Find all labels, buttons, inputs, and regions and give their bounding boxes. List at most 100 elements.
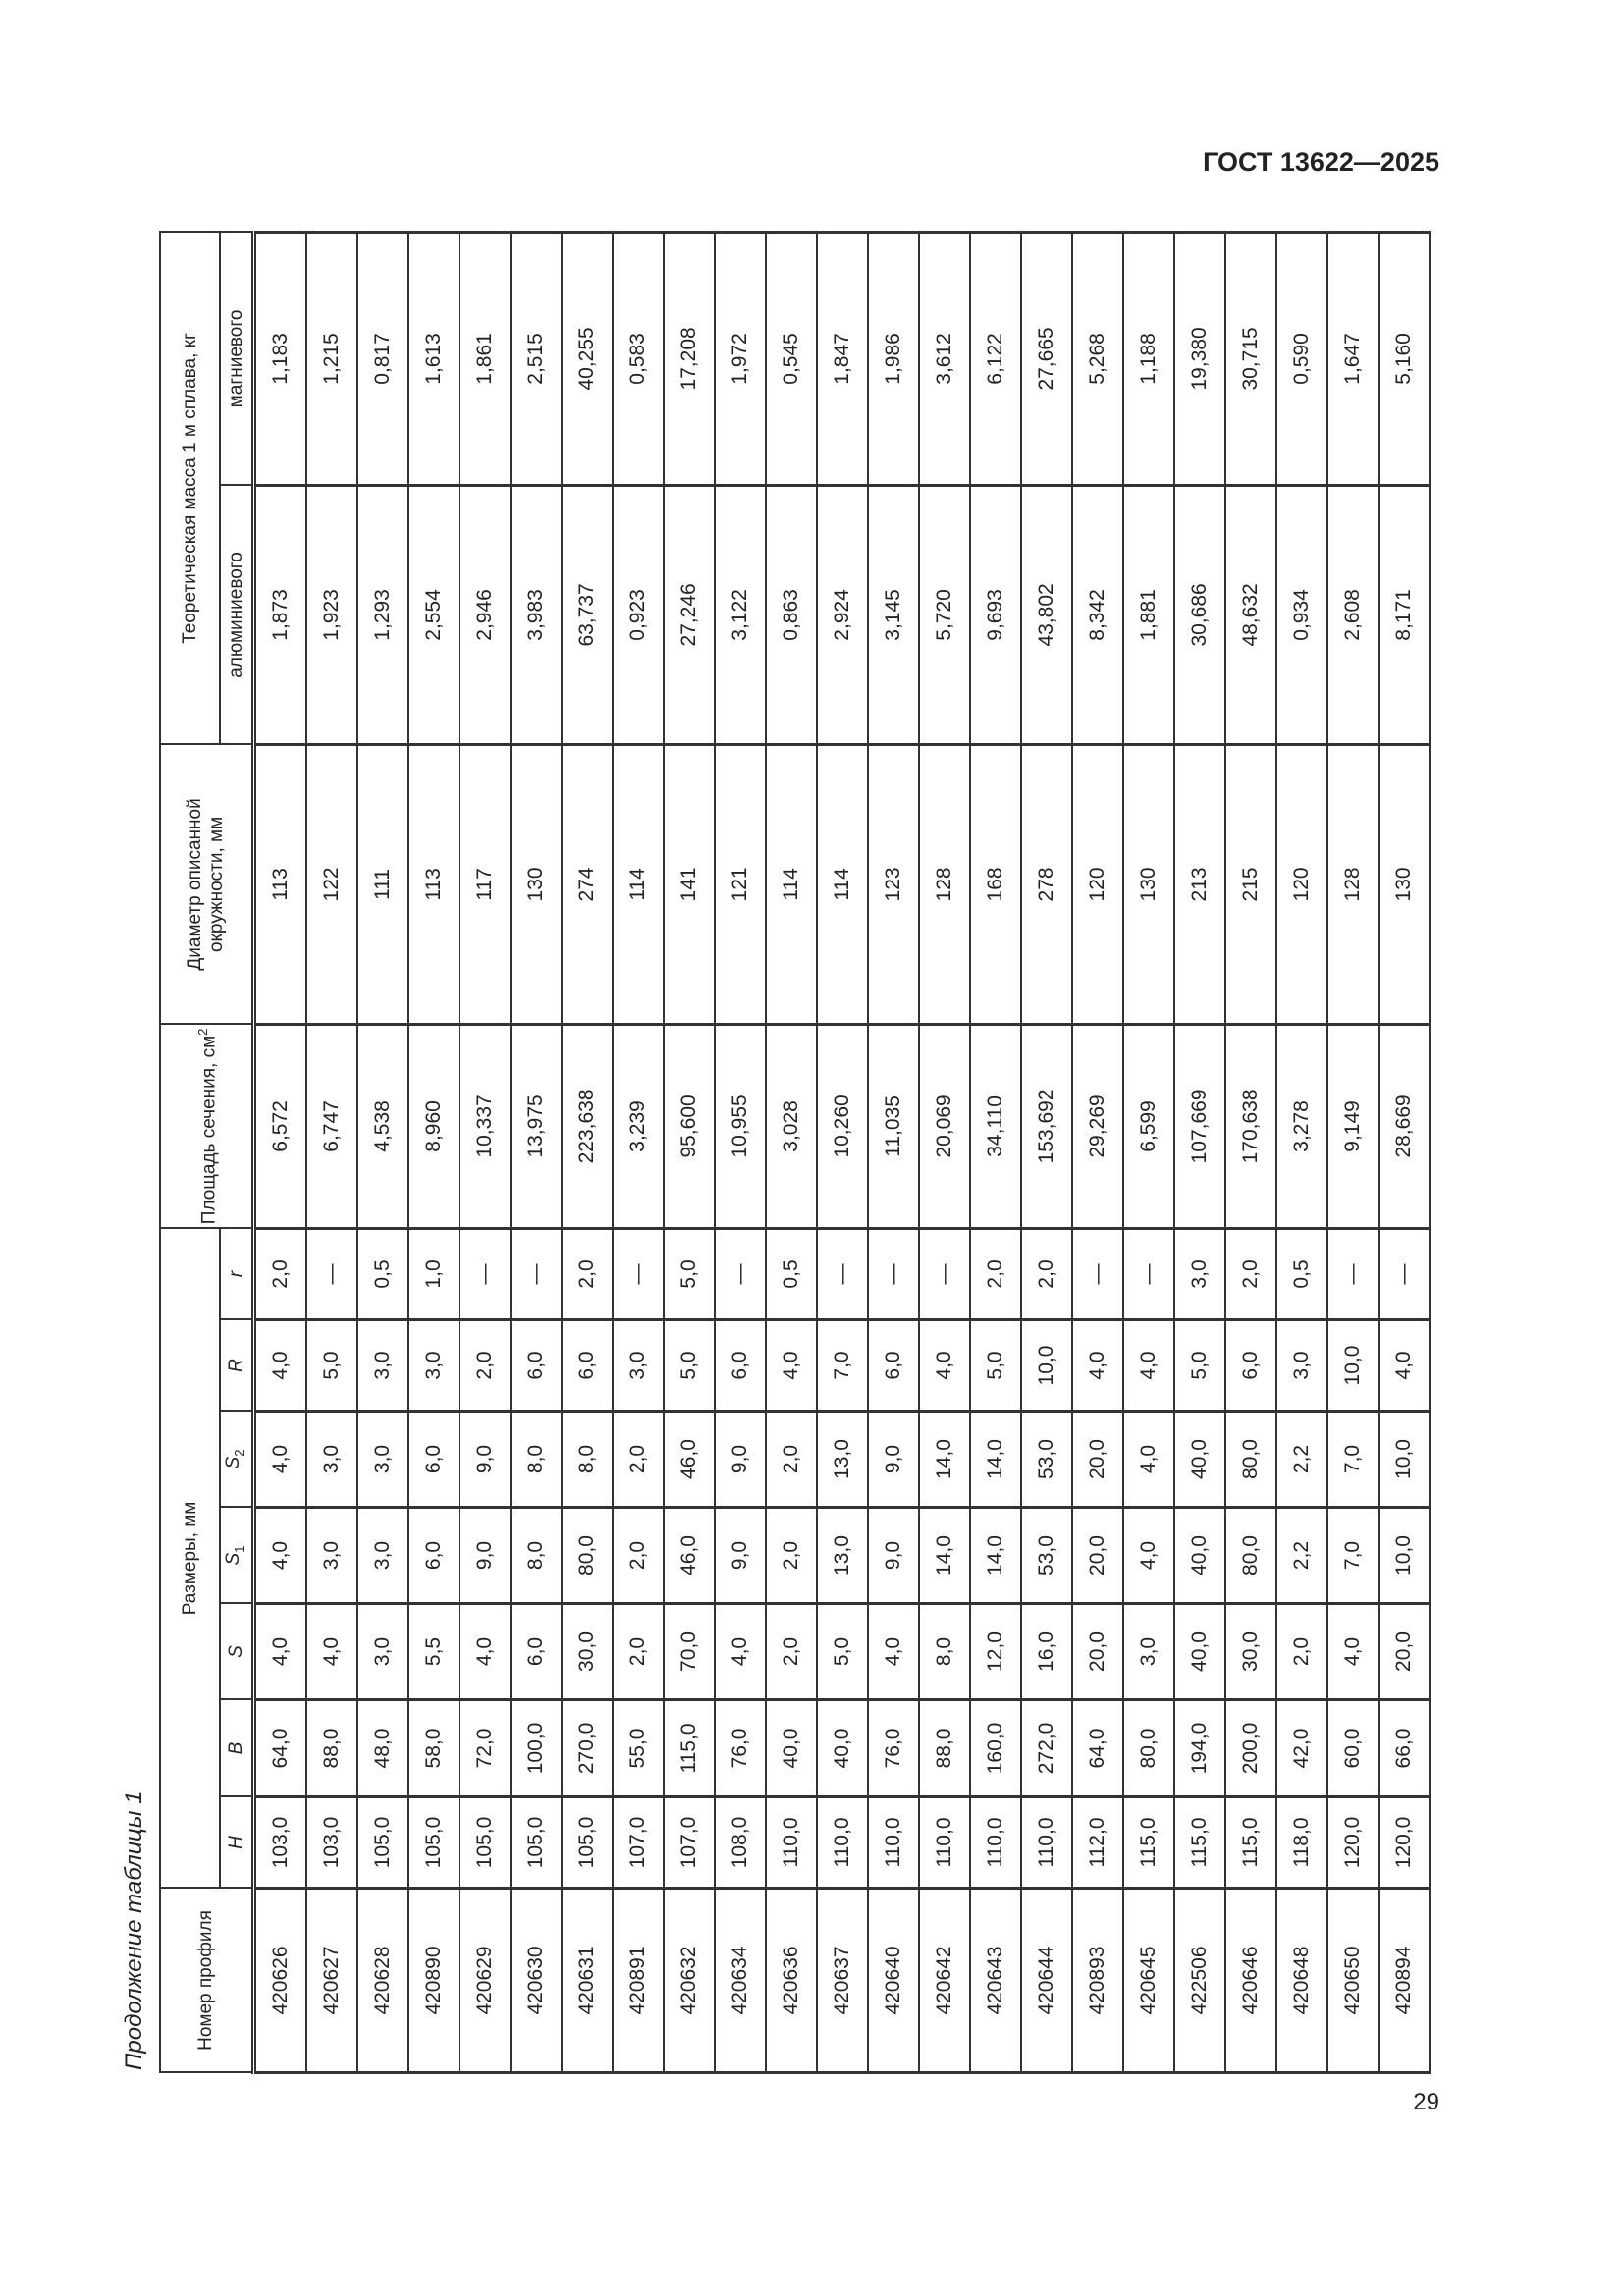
cell-H: 120,0: [1327, 1796, 1379, 1889]
cell-mass-alum: 8,171: [1379, 485, 1430, 745]
cell-S2: 8,0: [511, 1411, 562, 1508]
header-S2: S2: [220, 1411, 254, 1508]
cell-S2: 14,0: [919, 1411, 970, 1508]
cell-S2: 8,0: [562, 1411, 613, 1508]
cell-r: 2,0: [562, 1228, 613, 1320]
cell-H: 107,0: [664, 1796, 715, 1889]
cell-R: 7,0: [817, 1319, 868, 1412]
header-area-sup: 2: [194, 1028, 210, 1036]
cell-B: 76,0: [868, 1699, 919, 1797]
cell-mass-alum: 43,802: [1021, 485, 1072, 745]
cell-S1: 4,0: [253, 1507, 306, 1604]
cell-diameter: 274: [562, 744, 613, 1025]
header-H: H: [220, 1796, 254, 1889]
cell-S1: 9,0: [460, 1507, 511, 1604]
cell-H: 112,0: [1072, 1796, 1123, 1889]
cell-area: 6,599: [1123, 1024, 1174, 1229]
cell-mass-magn: 1,861: [460, 232, 511, 486]
cell-r: —: [511, 1228, 562, 1320]
cell-B: 76,0: [715, 1699, 766, 1797]
cell-area: 8,960: [408, 1024, 460, 1229]
cell-mass-magn: 3,612: [919, 232, 970, 486]
cell-S2: 53,0: [1021, 1411, 1072, 1508]
header-r: r: [220, 1228, 254, 1320]
cell-area: 170,638: [1225, 1024, 1276, 1229]
cell-mass-magn: 0,817: [357, 232, 408, 486]
table-row: 420628 105,0 48,0 3,0 3,0 3,0 3,0 0,5 4,538 111 1,…: [357, 232, 408, 2073]
cell-H: 110,0: [766, 1796, 817, 1889]
cell-B: 160,0: [970, 1699, 1021, 1797]
cell-H: 115,0: [1225, 1796, 1276, 1889]
cell-S2: 2,0: [613, 1411, 664, 1508]
header-diameter: Диаметр описанной окружности, мм: [160, 744, 254, 1025]
table-body: 420626 103,0 64,0 4,0 4,0 4,0 4,0 2,0 6,572 113 1,…: [253, 232, 1430, 2073]
cell-R: 2,0: [460, 1319, 511, 1412]
cell-B: 40,0: [766, 1699, 817, 1797]
table-row: 420632 107,0 115,0 70,0 46,0 46,0 5,0 5,0 95,600…: [664, 232, 715, 2073]
cell-H: 105,0: [511, 1796, 562, 1889]
cell-mass-magn: 2,515: [511, 232, 562, 486]
table-row: 420646 115,0 200,0 30,0 80,0 80,0 6,0 2,0 170,63…: [1225, 232, 1276, 2073]
cell-number: 420627: [306, 1888, 357, 2073]
cell-mass-magn: 30,715: [1225, 232, 1276, 486]
header-S: S: [220, 1603, 254, 1700]
cell-S: 70,0: [664, 1603, 715, 1700]
header-S2-base: S: [222, 1456, 244, 1469]
cell-mass-magn: 6,122: [970, 232, 1021, 486]
cell-r: —: [1327, 1228, 1379, 1320]
cell-diameter: 117: [460, 744, 511, 1025]
cell-S2: 4,0: [1123, 1411, 1174, 1508]
cell-number: 420648: [1276, 1888, 1327, 2073]
cell-mass-alum: 8,342: [1072, 485, 1123, 745]
cell-r: —: [1123, 1228, 1174, 1320]
cell-number: 420640: [868, 1888, 919, 2073]
cell-S: 5,5: [408, 1603, 460, 1700]
cell-S2: 2,2: [1276, 1411, 1327, 1508]
cell-mass-alum: 5,720: [919, 485, 970, 745]
cell-B: 200,0: [1225, 1699, 1276, 1797]
cell-diameter: 141: [664, 744, 715, 1025]
cell-mass-magn: 1,188: [1123, 232, 1174, 486]
cell-mass-magn: 0,583: [613, 232, 664, 486]
cell-S1: 2,2: [1276, 1507, 1327, 1604]
cell-B: 58,0: [408, 1699, 460, 1797]
header-area-text: Площадь сечения, см: [198, 1035, 220, 1225]
cell-mass-alum: 3,122: [715, 485, 766, 745]
cell-area: 107,669: [1174, 1024, 1225, 1229]
document-id: ГОСТ 13622—2025: [1203, 147, 1439, 177]
cell-mass-alum: 1,923: [306, 485, 357, 745]
cell-diameter: 113: [408, 744, 460, 1025]
cell-r: —: [868, 1228, 919, 1320]
cell-mass-alum: 9,693: [970, 485, 1021, 745]
cell-B: 48,0: [357, 1699, 408, 1797]
cell-R: 4,0: [1123, 1319, 1174, 1412]
cell-number: 420643: [970, 1888, 1021, 2073]
cell-H: 110,0: [1021, 1796, 1072, 1889]
cell-S: 2,0: [766, 1603, 817, 1700]
cell-r: —: [1072, 1228, 1123, 1320]
table-row: 420637 110,0 40,0 5,0 13,0 13,0 7,0—10,260 114 2…: [817, 232, 868, 2073]
cell-diameter: 130: [1379, 744, 1430, 1025]
cell-B: 88,0: [306, 1699, 357, 1797]
table-row: 420894 120,0 66,0 20,0 10,0 10,0 4,0—28,669 130…: [1379, 232, 1430, 2073]
cell-mass-alum: 2,946: [460, 485, 511, 745]
cell-mass-alum: 3,145: [868, 485, 919, 745]
page-number: 29: [1413, 2089, 1439, 2115]
cell-number: 422506: [1174, 1888, 1225, 2073]
cell-r: 2,0: [1225, 1228, 1276, 1320]
cell-area: 20,069: [919, 1024, 970, 1229]
cell-mass-magn: 1,972: [715, 232, 766, 486]
cell-R: 5,0: [664, 1319, 715, 1412]
cell-number: 420631: [562, 1888, 613, 2073]
header-R: R: [220, 1319, 254, 1412]
header-S1-sub: 1: [231, 1545, 246, 1553]
header-B: B: [220, 1699, 254, 1797]
cell-area: 10,337: [460, 1024, 511, 1229]
cell-S2: 3,0: [306, 1411, 357, 1508]
cell-S1: 10,0: [1379, 1507, 1430, 1604]
cell-R: 6,0: [1225, 1319, 1276, 1412]
cell-H: 105,0: [408, 1796, 460, 1889]
cell-S: 30,0: [1225, 1603, 1276, 1700]
rotated-table-block: Продолжение таблицы 1 Номер профиля Разм…: [110, 232, 1430, 2074]
cell-S: 12,0: [970, 1603, 1021, 1700]
